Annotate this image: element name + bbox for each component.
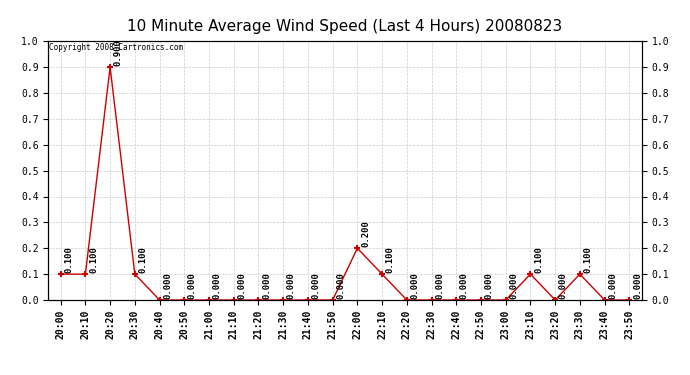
Text: 0.000: 0.000	[336, 272, 346, 299]
Text: 0.000: 0.000	[262, 272, 271, 299]
Text: 0.000: 0.000	[609, 272, 618, 299]
Text: 0.000: 0.000	[559, 272, 568, 299]
Text: 0.000: 0.000	[287, 272, 296, 299]
Text: 0.000: 0.000	[633, 272, 642, 299]
Text: 0.900: 0.900	[114, 39, 123, 66]
Text: 10 Minute Average Wind Speed (Last 4 Hours) 20080823: 10 Minute Average Wind Speed (Last 4 Hou…	[128, 19, 562, 34]
Text: 0.000: 0.000	[484, 272, 494, 299]
Text: 0.100: 0.100	[534, 246, 543, 273]
Text: 0.000: 0.000	[237, 272, 246, 299]
Text: 0.200: 0.200	[361, 220, 370, 247]
Text: 0.000: 0.000	[435, 272, 444, 299]
Text: Copyright 2008 Cartronics.com: Copyright 2008 Cartronics.com	[50, 42, 184, 51]
Text: 0.100: 0.100	[64, 246, 73, 273]
Text: 0.000: 0.000	[509, 272, 518, 299]
Text: 0.100: 0.100	[89, 246, 98, 273]
Text: 0.000: 0.000	[188, 272, 197, 299]
Text: 0.100: 0.100	[386, 246, 395, 273]
Text: 0.100: 0.100	[584, 246, 593, 273]
Text: 0.100: 0.100	[139, 246, 148, 273]
Text: 0.000: 0.000	[312, 272, 321, 299]
Text: 0.000: 0.000	[213, 272, 221, 299]
Text: 0.000: 0.000	[460, 272, 469, 299]
Text: 0.000: 0.000	[411, 272, 420, 299]
Text: 0.000: 0.000	[164, 272, 172, 299]
